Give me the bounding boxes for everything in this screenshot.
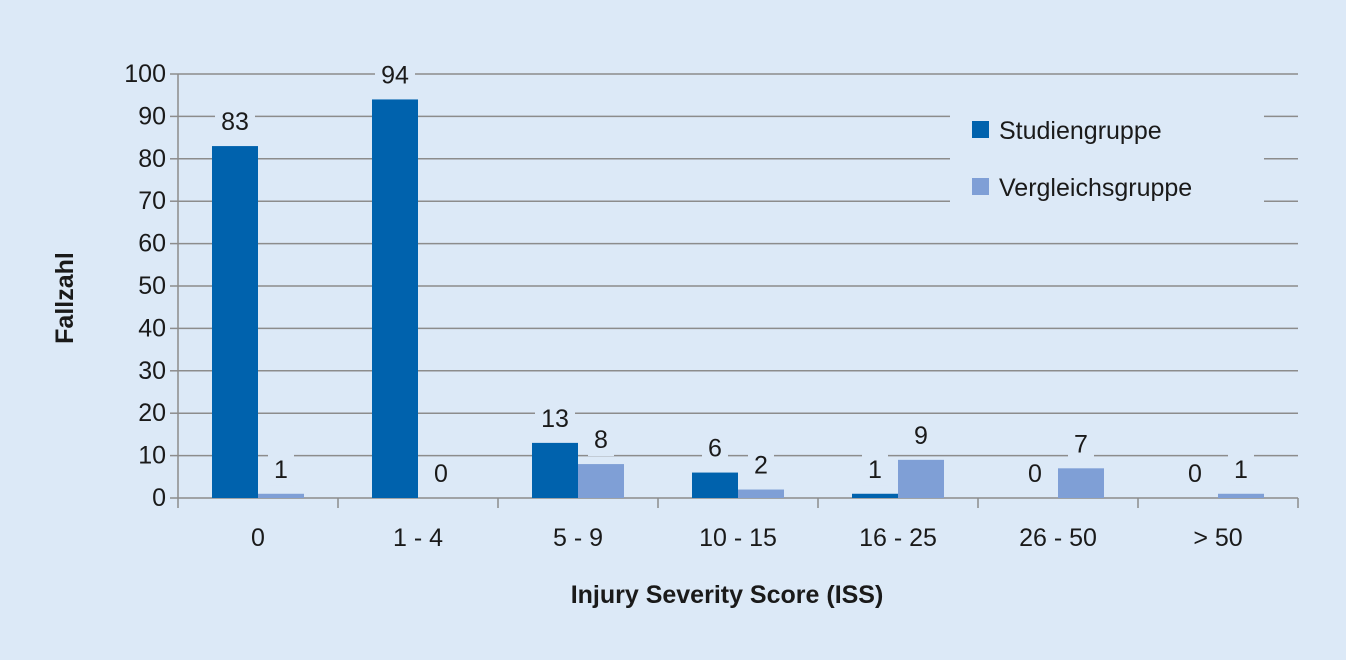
bar-vergleichsgruppe bbox=[738, 489, 784, 498]
data-labels: 83 94 13 6 1 0 0 1 0 8 2 9 7 1 bbox=[215, 59, 1254, 490]
data-label: 2 bbox=[754, 452, 768, 480]
y-tick-label: 20 bbox=[138, 399, 166, 427]
bar-vergleichsgruppe bbox=[1058, 468, 1104, 498]
data-label-background bbox=[702, 432, 728, 465]
legend-label: Studiengruppe bbox=[999, 117, 1162, 145]
x-tick-label: 26 - 50 bbox=[1019, 524, 1097, 552]
y-tick-label: 80 bbox=[138, 145, 166, 173]
x-tick-label: 5 - 9 bbox=[553, 524, 603, 552]
legend-swatch bbox=[972, 121, 989, 138]
y-tick-label: 90 bbox=[138, 102, 166, 130]
legend-swatch bbox=[972, 178, 989, 195]
data-label-background bbox=[1022, 458, 1048, 490]
data-label-background bbox=[748, 449, 774, 482]
data-label: 1 bbox=[1234, 456, 1248, 484]
data-label: 8 bbox=[594, 426, 608, 454]
legend-background bbox=[950, 102, 1264, 216]
x-tick-label: 16 - 25 bbox=[859, 524, 937, 552]
data-label: 0 bbox=[434, 460, 448, 488]
data-label-background bbox=[908, 419, 934, 452]
y-tick-label: 50 bbox=[138, 272, 166, 300]
gridlines bbox=[178, 73, 1298, 457]
bar-vergleichsgruppe bbox=[898, 459, 944, 498]
data-label-background bbox=[1182, 458, 1208, 490]
x-tick-label: 0 bbox=[251, 524, 265, 552]
y-tick-label: 30 bbox=[138, 357, 166, 385]
x-axis-title: Injury Severity Score (ISS) bbox=[571, 581, 884, 609]
bar-vergleichsgruppe bbox=[1218, 493, 1264, 498]
data-label: 7 bbox=[1074, 430, 1088, 458]
data-label: 0 bbox=[1028, 460, 1042, 488]
data-label-background bbox=[588, 424, 614, 457]
y-tick-label: 70 bbox=[138, 187, 166, 215]
legend: Studiengruppe Vergleichsgruppe bbox=[950, 102, 1264, 216]
data-label-background bbox=[215, 106, 255, 139]
data-label-background bbox=[268, 453, 294, 486]
y-tick-label: 40 bbox=[138, 314, 166, 342]
bar-vergleichsgruppe bbox=[258, 493, 304, 498]
data-label-background bbox=[862, 453, 888, 486]
data-label-background bbox=[428, 458, 454, 490]
data-label: 83 bbox=[221, 108, 249, 136]
y-tick-label: 100 bbox=[124, 60, 166, 88]
data-label-background bbox=[375, 59, 415, 92]
x-tick-label: 10 - 15 bbox=[699, 524, 777, 552]
bars bbox=[212, 99, 1264, 498]
x-tick-label: 1 - 4 bbox=[393, 524, 443, 552]
data-label: 1 bbox=[868, 456, 882, 484]
data-label: 6 bbox=[708, 435, 722, 463]
bar-studiengruppe bbox=[372, 99, 418, 498]
y-axis-title: Fallzahl bbox=[51, 252, 79, 344]
data-label-background bbox=[1228, 453, 1254, 486]
data-label: 13 bbox=[541, 405, 569, 433]
y-tick-label: 60 bbox=[138, 230, 166, 258]
x-tick-label: > 50 bbox=[1193, 524, 1242, 552]
bar-studiengruppe bbox=[212, 146, 258, 498]
bar-studiengruppe bbox=[692, 472, 738, 498]
data-label: 1 bbox=[274, 456, 288, 484]
data-label: 9 bbox=[914, 422, 928, 450]
data-label-background bbox=[1068, 428, 1094, 461]
y-tick-label: 10 bbox=[138, 442, 166, 470]
bar-vergleichsgruppe bbox=[578, 464, 624, 498]
data-label: 0 bbox=[1188, 460, 1202, 488]
data-label: 94 bbox=[381, 61, 409, 89]
legend-label: Vergleichsgruppe bbox=[999, 174, 1192, 202]
data-label-background bbox=[535, 402, 575, 435]
y-tick-label: 0 bbox=[152, 484, 166, 512]
bar-studiengruppe bbox=[852, 493, 898, 498]
bar-studiengruppe bbox=[532, 442, 578, 498]
